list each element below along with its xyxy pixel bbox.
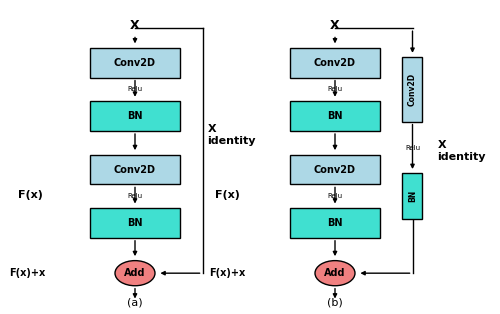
Text: BN: BN bbox=[127, 218, 143, 228]
Bar bbox=[90, 101, 180, 131]
Text: Relu: Relu bbox=[328, 193, 342, 199]
Circle shape bbox=[315, 261, 355, 286]
Text: Conv2D: Conv2D bbox=[314, 58, 356, 68]
Text: BN: BN bbox=[408, 190, 417, 203]
Bar bbox=[290, 48, 380, 78]
Text: Add: Add bbox=[124, 268, 146, 278]
Text: Relu: Relu bbox=[405, 144, 420, 151]
Text: F(x): F(x) bbox=[18, 190, 42, 200]
Text: BN: BN bbox=[327, 218, 343, 228]
Text: X: X bbox=[130, 19, 140, 32]
Text: F(x): F(x) bbox=[215, 190, 240, 200]
Text: X
identity: X identity bbox=[208, 124, 256, 146]
Bar bbox=[290, 154, 380, 184]
Text: BN: BN bbox=[127, 111, 143, 121]
Text: X
identity: X identity bbox=[438, 140, 486, 161]
Text: Conv2D: Conv2D bbox=[408, 73, 417, 106]
Text: F(x)+x: F(x)+x bbox=[210, 268, 246, 278]
Text: Conv2D: Conv2D bbox=[314, 165, 356, 175]
Text: F(x)+x: F(x)+x bbox=[10, 268, 46, 278]
Text: Relu: Relu bbox=[128, 193, 142, 199]
Text: Conv2D: Conv2D bbox=[114, 165, 156, 175]
Bar bbox=[290, 101, 380, 131]
Text: Relu: Relu bbox=[328, 86, 342, 93]
Bar bbox=[402, 173, 422, 219]
Bar bbox=[90, 208, 180, 238]
Text: Conv2D: Conv2D bbox=[114, 58, 156, 68]
Text: (a): (a) bbox=[127, 298, 143, 308]
Circle shape bbox=[115, 261, 155, 286]
Bar bbox=[90, 48, 180, 78]
Bar bbox=[290, 208, 380, 238]
Text: (b): (b) bbox=[327, 298, 343, 308]
Text: BN: BN bbox=[327, 111, 343, 121]
Bar bbox=[90, 154, 180, 184]
Bar bbox=[402, 57, 422, 122]
Text: X: X bbox=[330, 19, 340, 32]
Text: Add: Add bbox=[324, 268, 346, 278]
Text: Relu: Relu bbox=[128, 86, 142, 93]
